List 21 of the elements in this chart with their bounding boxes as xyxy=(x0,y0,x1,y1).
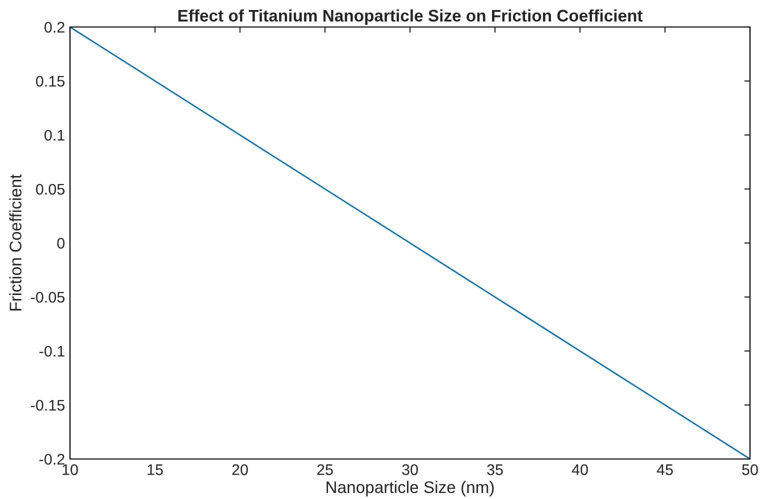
x-tick-label: 15 xyxy=(148,464,163,476)
x-tick-label: 25 xyxy=(317,464,333,476)
x-tick-label: 40 xyxy=(572,464,588,476)
y-tick-label: 0.05 xyxy=(36,184,64,195)
y-axis-title: Friction Coefficient xyxy=(9,174,22,310)
y-tick-label: 0.1 xyxy=(44,130,64,141)
y-tick-label: -0.1 xyxy=(39,346,64,357)
x-tick-label: 10 xyxy=(62,464,78,476)
x-tick-label: 35 xyxy=(487,464,503,476)
x-axis-title: Nanoparticle Size (nm) xyxy=(326,480,494,496)
y-tick-label: 0 xyxy=(57,238,65,249)
x-tick-label: 30 xyxy=(402,464,418,476)
x-tick-label: 45 xyxy=(656,464,673,476)
y-tick-label: -0.2 xyxy=(39,454,64,465)
y-tick-label: -0.15 xyxy=(31,400,64,411)
y-tick-label: 0.2 xyxy=(44,22,64,33)
x-tick-label: 20 xyxy=(232,464,248,476)
y-tick-label: -0.05 xyxy=(31,292,64,303)
y-tick-label: 0.15 xyxy=(36,76,64,87)
chart-title: Effect of Titanium Nanoparticle Size on Friction Coefficient xyxy=(178,9,643,25)
x-tick-label: 50 xyxy=(742,464,758,476)
